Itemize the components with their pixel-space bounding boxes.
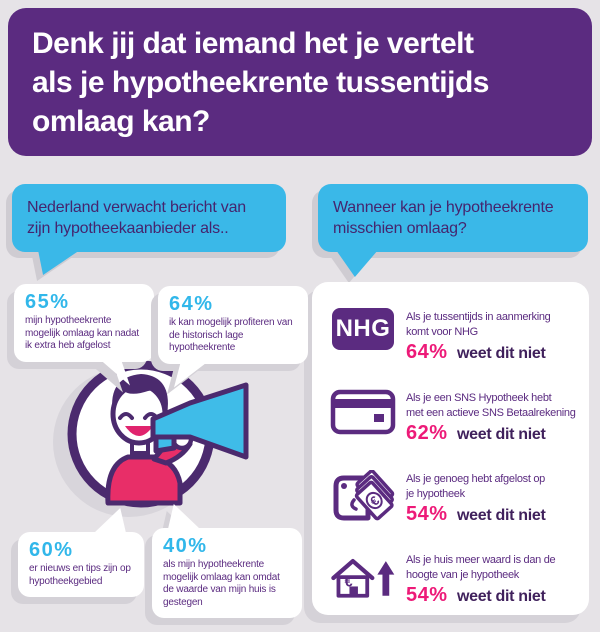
megaphone-icon [150,382,249,460]
row-percentage: 64% [406,341,448,363]
up-arrow-icon [377,561,395,596]
panel-row-afgelost: € Als je genoeg hebt afgelost op je hypo… [330,470,577,526]
house-value-icon: € [331,558,395,598]
mouth [125,426,153,436]
row-percentage: 62% [406,422,448,444]
answers-panel: NHG Als je tussentijds in aanmerking kom… [312,282,589,615]
stat-percentage: 40% [163,535,208,557]
stat-text: er nieuws en tips zijn op hypotheekgebie… [29,563,131,587]
person-megaphone-icon [67,360,249,508]
header-line: Denk jij dat iemand het je vertelt [32,27,474,60]
row-stat-suffix: weet dit niet [456,426,546,443]
eye-left [118,412,134,420]
row-stat: 54% weet dit niet [406,503,546,526]
stat-percentage: 64% [169,293,214,315]
speech-bubble-line: zijn hypotheekaanbieder als.. [27,220,229,237]
row-line: je hypotheek [406,487,465,500]
row-stat-suffix: weet dit niet [456,507,546,524]
bank-card-icon [330,389,396,435]
persona-illustration [53,357,270,517]
row-stat-suffix: weet dit niet [456,588,546,605]
panel-row-huiswaarde: € Als je huis meer waard is dan de hoogt… [330,551,577,607]
stat-callout-40: 40% als mijn hypotheekrente mogelijk oml… [152,528,302,618]
speech-bubble-line: Nederland verwacht bericht van [27,199,247,216]
stat-callout-64: 64% ik kan mogelijk profiteren van de hi… [158,286,308,364]
wallet-euro-icon: € [333,470,395,521]
stat-percentage: 65% [25,291,70,313]
stat-callout-60: 60% er nieuws en tips zijn op hypotheekg… [18,532,144,597]
row-line: hoogte van je hypotheek [406,568,519,581]
stat-callout-65: 65% mijn hypotheekrente mogelijk omlaag … [14,284,154,362]
row-percentage: 54% [406,503,448,525]
stat-percentage: 60% [29,539,74,561]
header-line: omlaag kan? [32,105,210,138]
row-stat: 54% weet dit niet [406,584,555,607]
euro-symbol: € [345,574,353,590]
speech-bubble-expectation: Nederland verwacht bericht van zijn hypo… [12,184,286,252]
speech-bubble-when-lower: Wanneer kan je hypotheekrente misschien … [318,184,588,252]
row-line: Als je huis meer waard is dan de [406,554,556,566]
stat-text: als mijn hypotheekrente mogelijk omlaag … [163,559,280,608]
hair [112,374,168,415]
row-line: Als je genoeg hebt afgelost op [406,473,546,485]
row-line: Als je tussentijds in aanmerking [406,311,551,323]
row-percentage: 54% [406,584,448,606]
nhg-badge-icon: NHG [332,308,394,350]
row-line: komt voor NHG [406,325,478,338]
panel-row-betaalrekening: Als je een SNS Hypotheek hebt met een ac… [330,389,577,445]
speech-bubble-line: Wanneer kan je hypotheekrente [333,199,554,216]
row-stat: 64% weet dit niet [406,341,550,364]
row-stat: 62% weet dit niet [406,422,576,445]
row-stat-suffix: weet dit niet [456,345,546,362]
row-line: Als je een SNS Hypotheek hebt [406,392,552,404]
header-line: als je hypotheekrente tussentijds [32,66,489,99]
speech-bubble-line: misschien omlaag? [333,220,467,237]
header-question-banner: Denk jij dat iemand het je vertelt als j… [8,8,592,156]
stat-text: ik kan mogelijk profiteren van de histor… [169,317,293,353]
panel-row-nhg: NHG Als je tussentijds in aanmerking kom… [330,308,577,364]
stat-text: mijn hypotheekrente mogelijk omlaag kan … [25,315,139,351]
row-line: met een actieve SNS Betaalrekening [406,406,576,419]
